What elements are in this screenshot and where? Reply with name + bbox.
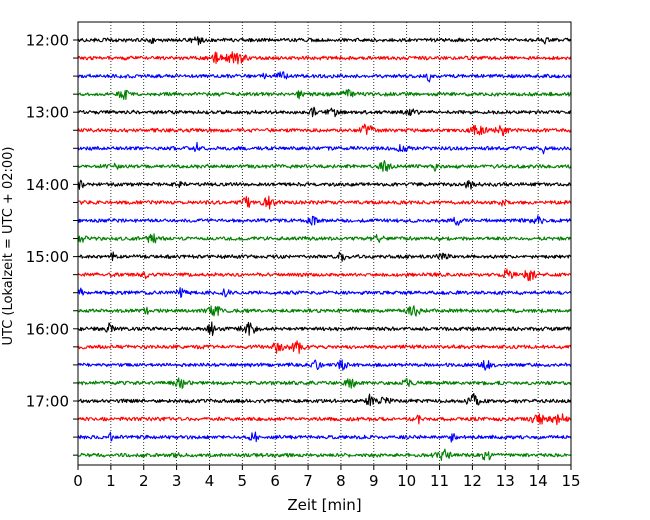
trace-1715 xyxy=(77,413,572,426)
trace-1315 xyxy=(77,123,572,137)
y-axis-ticks: 12:00 13:00 14:00 15:00 16:00 17:00 xyxy=(26,32,78,456)
trace-1615 xyxy=(77,340,572,355)
trace-1600 xyxy=(77,321,572,337)
trace-1430 xyxy=(77,215,572,226)
trace-1215 xyxy=(77,51,572,65)
y-tick-label: 13:00 xyxy=(26,104,69,122)
x-axis-label: Zeit [min] xyxy=(287,496,361,514)
trace-1400 xyxy=(77,179,572,190)
y-tick-label: 16:00 xyxy=(26,320,69,338)
x-tick-label: 13 xyxy=(496,472,515,490)
y-tick-label: 14:00 xyxy=(26,176,69,194)
trace-1200 xyxy=(77,36,572,46)
trace-1730 xyxy=(77,431,572,443)
trace-1245 xyxy=(77,88,572,100)
vertical-grid xyxy=(110,22,539,465)
trace-1300 xyxy=(77,106,572,118)
trace-1545 xyxy=(77,305,572,317)
plot-frame xyxy=(77,21,572,466)
x-tick-label: 0 xyxy=(73,472,83,490)
x-tick-label: 9 xyxy=(369,472,379,490)
trace-1445 xyxy=(77,233,572,244)
trace-1345 xyxy=(77,160,572,172)
y-tick-label: 12:00 xyxy=(26,32,69,50)
x-tick-label: 6 xyxy=(270,472,280,490)
trace-layer xyxy=(77,36,572,461)
trace-1530 xyxy=(77,287,572,298)
trace-1700 xyxy=(77,392,572,407)
x-tick-label: 8 xyxy=(336,472,346,490)
x-tick-label: 12 xyxy=(463,472,482,490)
x-tick-label: 3 xyxy=(172,472,182,490)
y-tick-label: 15:00 xyxy=(26,248,69,266)
trace-1745 xyxy=(77,448,572,461)
y-tick-label: 17:00 xyxy=(26,393,69,411)
x-tick-label: 10 xyxy=(397,472,416,490)
trace-1630 xyxy=(77,359,572,371)
x-tick-label: 7 xyxy=(303,472,313,490)
x-tick-label: 4 xyxy=(205,472,215,490)
trace-1645 xyxy=(77,377,572,389)
y-axis-label: UTC (Lokalzeit = UTC + 02:00) xyxy=(1,147,16,346)
x-tick-label: 15 xyxy=(561,472,580,490)
x-tick-label: 2 xyxy=(139,472,149,490)
x-tick-label: 1 xyxy=(106,472,116,490)
trace-1230 xyxy=(77,71,572,83)
trace-1515 xyxy=(77,268,572,282)
x-tick-label: 11 xyxy=(430,472,449,490)
x-tick-label: 14 xyxy=(529,472,548,490)
x-tick-label: 5 xyxy=(238,472,248,490)
trace-1500 xyxy=(77,251,572,262)
trace-1415 xyxy=(78,195,572,210)
x-axis-ticks: 0 1 2 3 4 5 6 7 8 9 10 11 12 13 14 15 xyxy=(73,465,581,490)
trace-1330 xyxy=(77,141,572,155)
